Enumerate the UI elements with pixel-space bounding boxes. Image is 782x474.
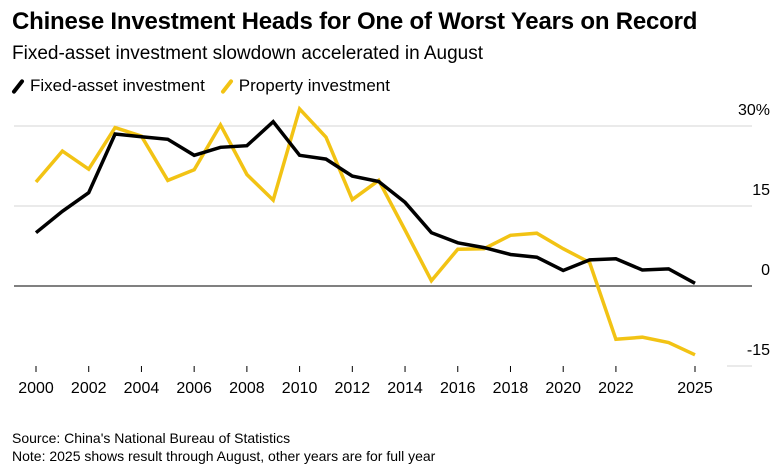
source-note: Source: China's National Bureau of Stati…	[12, 430, 291, 446]
y-tick-label: -15	[747, 342, 770, 359]
x-tick-label: 2016	[440, 380, 476, 397]
x-tick-label: 2025	[677, 380, 713, 397]
footer: Source: China's National Bureau of Stati…	[12, 429, 435, 465]
x-tick-label: 2006	[176, 380, 212, 397]
chart-subtitle: Fixed-asset investment slowdown accelera…	[12, 43, 484, 64]
legend-label-fixed-asset: Fixed-asset investment	[30, 76, 205, 95]
x-tick-label: 2012	[335, 380, 371, 397]
x-tick-label: 2014	[387, 380, 423, 397]
legend-item-fixed-asset: Fixed-asset investment	[11, 76, 205, 96]
y-tick-label: 30%	[738, 102, 770, 119]
series-line-fixed-asset	[34, 119, 696, 285]
legend-item-property: Property investment	[219, 76, 390, 96]
x-tick-label: 2010	[282, 380, 318, 397]
x-tick-label: 2000	[18, 380, 54, 397]
y-tick-label: 0	[761, 262, 770, 279]
legend-label-property: Property investment	[238, 76, 390, 95]
x-tick-label: 2018	[493, 380, 529, 397]
x-tick-label: 2004	[124, 380, 160, 397]
x-tick-label: 2022	[598, 380, 634, 397]
series-line-property	[34, 105, 696, 357]
chart-title: Chinese Investment Heads for One of Wors…	[12, 8, 698, 35]
x-tick-label: 2002	[71, 380, 107, 397]
footnote: Note: 2025 shows result through August, …	[12, 448, 436, 464]
y-tick-label: 15	[752, 182, 770, 199]
legend: Fixed-asset investment Property investme…	[11, 76, 406, 96]
x-tick-label: 2020	[545, 380, 581, 397]
x-tick-label: 2008	[229, 380, 265, 397]
